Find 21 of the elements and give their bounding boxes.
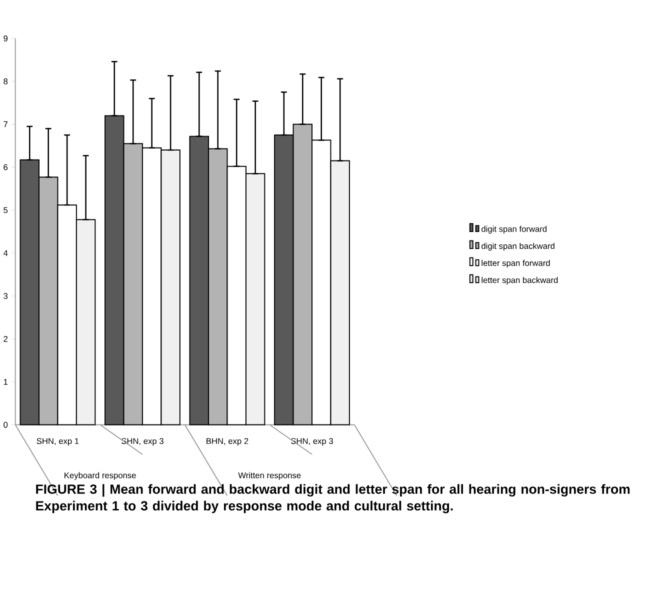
y-tick-label: 1 <box>4 378 8 385</box>
y-tick-label: 6 <box>4 164 8 170</box>
legend-label: digit span forward <box>482 226 547 234</box>
y-tick-label: 4 <box>3 250 8 256</box>
x-tick-label: SHN, exp 1 <box>36 438 79 446</box>
y-tick-label: 9 <box>4 35 8 42</box>
x-tick-label: SHN, exp 3 <box>122 438 164 446</box>
y-tick-label: 8 <box>4 78 8 84</box>
caption: FIGURE 3 | Mean forward and backward digit and letter span for all hearing non-signers from Experiment 1 to 3 divided by response mode and cultural setting. <box>36 484 630 514</box>
y-tick-label: 0 <box>4 422 8 428</box>
text: Written response <box>238 472 301 480</box>
text: Keyboard response <box>64 472 136 480</box>
y-tick-label: 5 <box>4 207 8 213</box>
y-tick-label: 2 <box>4 336 8 342</box>
legend-label: digit span backward <box>482 242 554 250</box>
x-tick-label: BHN, exp 2 <box>206 438 248 446</box>
legend-label: letter span backward <box>482 276 558 285</box>
y-tick-label: 3 <box>4 292 8 299</box>
legend-label: letter span forward <box>482 260 550 268</box>
x-tick-label: SHN, exp 3 <box>291 438 333 446</box>
y-tick-label: 7 <box>4 121 8 128</box>
